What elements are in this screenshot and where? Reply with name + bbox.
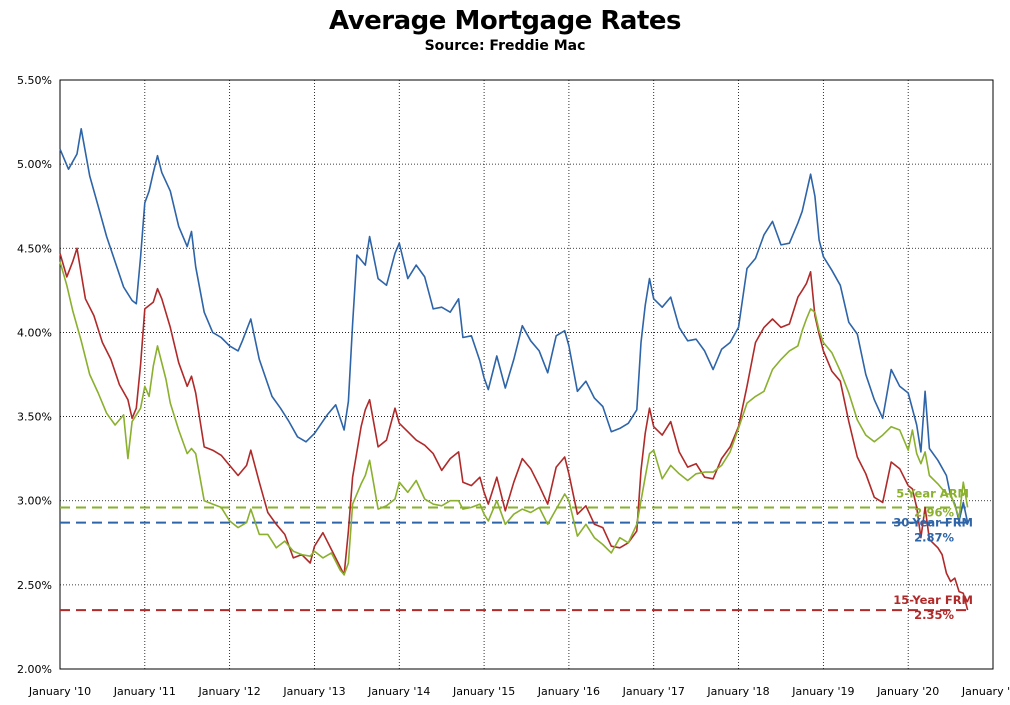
y-tick-label: 4.00% (17, 326, 52, 339)
chart-subtitle: Source: Freddie Mac (424, 38, 586, 54)
y-tick-label: 5.50% (17, 74, 52, 87)
x-tick-label: January '11 (113, 685, 176, 698)
y-tick-label: 2.50% (17, 579, 52, 592)
latest-value-reference-lines (60, 506, 972, 612)
series-value-30-year-frm: 2.87% (914, 531, 954, 545)
series-lines (59, 128, 969, 611)
series-label-30-year-frm: 30-Year FRM (893, 516, 973, 530)
x-tick-label: January '14 (367, 685, 430, 698)
x-tick-label: January '16 (537, 685, 600, 698)
x-tick-label: January '17 (622, 685, 685, 698)
series-line-5-year-arm (59, 261, 969, 576)
y-tick-label: 3.00% (17, 495, 52, 508)
x-tick-label: January '19 (791, 685, 854, 698)
series-value-15-year-frm: 2.35% (914, 608, 954, 622)
series-line-30-year-frm (59, 128, 969, 523)
series-label-5-year-arm: 5-Year ARM (896, 487, 969, 501)
plot-area (59, 79, 994, 670)
x-tick-label: January '15 (452, 685, 515, 698)
y-tick-label: 3.50% (17, 411, 52, 424)
x-tick-label: January '10 (28, 685, 91, 698)
y-tick-label: 2.00% (17, 663, 52, 676)
x-tick-label: January '18 (706, 685, 769, 698)
y-tick-label: 5.00% (17, 158, 52, 171)
series-label-15-year-frm: 15-Year FRM (893, 593, 973, 607)
x-tick-label: January '20 (876, 685, 939, 698)
x-tick-label: January '13 (282, 685, 345, 698)
gridlines (60, 80, 993, 669)
series-line-15-year-frm (59, 247, 969, 611)
y-tick-label: 4.50% (17, 242, 52, 255)
x-tick-label: January '12 (198, 685, 261, 698)
chart-title: Average Mortgage Rates (329, 6, 681, 36)
x-tick-label: January '21 (961, 685, 1010, 698)
series-value-5-year-arm: 2.96% (914, 505, 954, 519)
axis-tick-labels: 2.00% 2.50% 3.00% 3.50% 4.00% 4.50% 5.00% 5.50%… (17, 74, 1010, 698)
